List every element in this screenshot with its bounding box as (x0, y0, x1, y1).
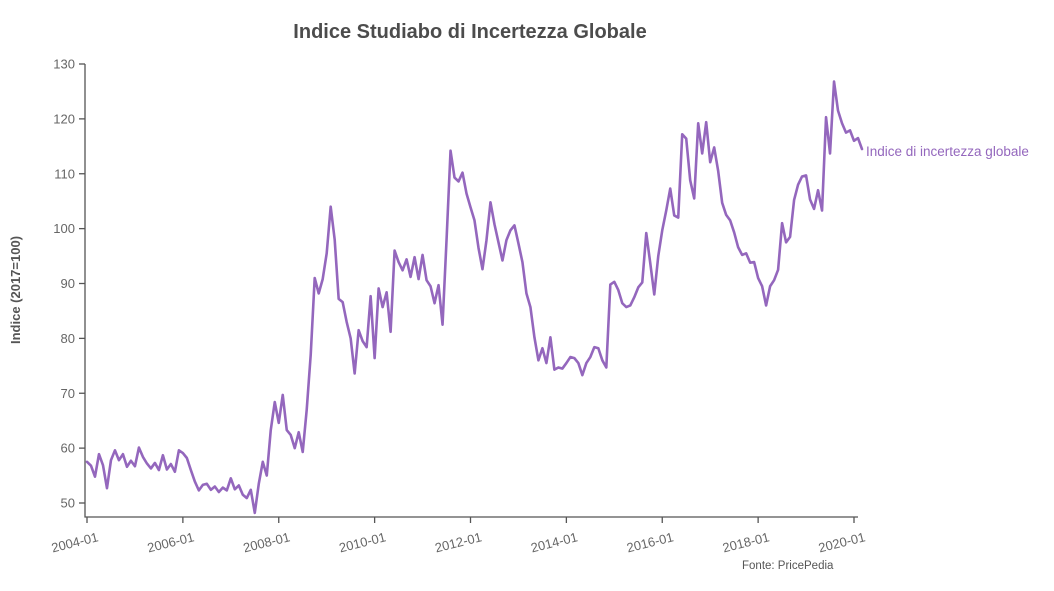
y-tick-label: 90 (61, 276, 75, 291)
x-tick-label: 2004-01 (50, 529, 100, 555)
x-tick-label: 2006-01 (146, 529, 196, 555)
source-note: Fonte: PricePedia (742, 560, 834, 572)
y-tick-label: 60 (61, 441, 75, 456)
y-tick-label: 110 (54, 166, 75, 181)
x-tick-label: 2008-01 (242, 529, 292, 555)
y-tick-label: 130 (53, 57, 75, 72)
x-tick-label: 2016-01 (625, 529, 675, 555)
uncertainty-index-line (85, 80, 864, 515)
y-tick-label: 70 (61, 386, 75, 401)
axis-lines (84, 64, 858, 518)
y-tick-label: 120 (53, 111, 75, 126)
legend-label: Indice di incertezza globale (866, 144, 1029, 159)
x-tick-label: 2020-01 (817, 529, 867, 555)
x-tick-label: 2018-01 (721, 529, 771, 555)
x-tick-label: 2010-01 (337, 529, 387, 555)
y-tick-label: 50 (61, 496, 75, 511)
x-tick-label: 2012-01 (433, 529, 483, 555)
y-axis-title: Indice (2017=100) (8, 236, 23, 344)
chart-title: Indice Studiabo di Incertezza Globale (293, 21, 646, 43)
y-tick-label: 100 (53, 221, 75, 236)
axes: 50 60 70 80 90 100 110 120 130 2004-01 2006-01 2008… (50, 57, 867, 556)
x-tick-label: 2014-01 (529, 529, 579, 555)
series-line (85, 80, 864, 515)
y-tick-label: 80 (61, 331, 75, 346)
